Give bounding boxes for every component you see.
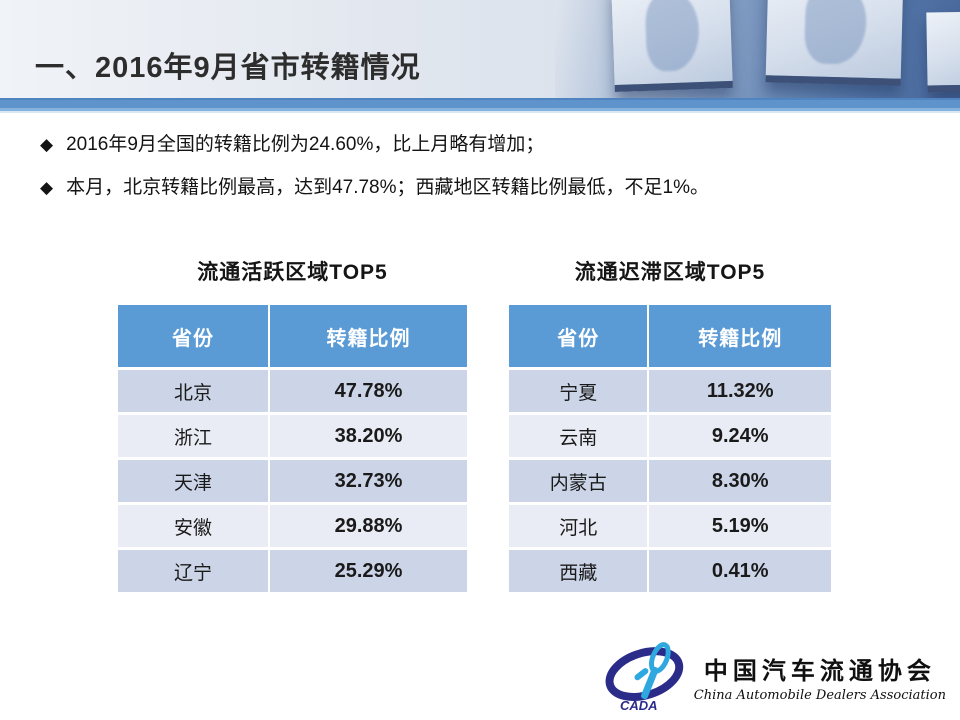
table-cell-ratio: 9.24%	[649, 415, 831, 457]
cube-decoration	[611, 0, 733, 93]
data-table: 省份 转籍比例 北京 47.78% 浙江 38.20% 天津 32.73% 安徽…	[118, 305, 467, 592]
table-title: 流通迟滞区域TOP5	[574, 261, 766, 284]
diamond-bullet-icon: ◆	[40, 135, 54, 154]
table-cell-ratio: 11.32%	[649, 370, 831, 412]
header-accent-bar	[0, 98, 960, 113]
table-cell-ratio: 5.19%	[649, 505, 831, 547]
table-cell-province: 内蒙古	[509, 460, 648, 502]
table-cell-province: 北京	[118, 370, 269, 412]
bullet-text: 本月，北京转籍比例最高，达到47.78%；西藏地区转籍比例最低，不足1%。	[66, 176, 709, 198]
table-cell-province: 河北	[509, 505, 648, 547]
table-cell-ratio: 0.41%	[649, 550, 831, 592]
table-cell-ratio: 25.29%	[270, 550, 467, 592]
column-header-province: 省份	[509, 305, 648, 367]
diamond-bullet-icon: ◆	[40, 177, 54, 197]
column-header-ratio: 转籍比例	[270, 305, 467, 367]
table-cell-ratio: 29.88%	[270, 505, 467, 547]
bullet-item: ◆ 本月，北京转籍比例最高，达到47.78%；西藏地区转籍比例最低，不足1%。	[40, 175, 930, 201]
table-cell-province: 天津	[118, 460, 269, 502]
cada-logo-icon: CADA	[605, 642, 683, 713]
logo-name-chinese: 中国汽车流通协会	[703, 656, 936, 685]
logo-text: 中国汽车流通协会 China Automobile Dealers Associ…	[694, 651, 946, 703]
table-cell-province: 安徽	[118, 505, 269, 547]
table-cell-ratio: 32.73%	[270, 460, 467, 502]
data-table: 省份 转籍比例 宁夏 11.32% 云南 9.24% 内蒙古 8.30% 河北 …	[509, 305, 831, 592]
column-header-ratio: 转籍比例	[649, 305, 831, 367]
bullet-text: 2016年9月全国的转籍比例为24.60%，比上月略有增加；	[66, 134, 545, 155]
bullet-list: ◆ 2016年9月全国的转籍比例为24.60%，比上月略有增加； ◆ 本月，北京…	[40, 132, 930, 217]
table-active-regions: 流通活跃区域TOP5 省份 转籍比例 北京 47.78% 浙江 38.20% 天…	[118, 256, 467, 592]
cada-acronym: CADA	[620, 698, 658, 713]
world-map-texture	[644, 0, 701, 72]
logo-name-english: China Automobile Dealers Association	[693, 688, 946, 703]
column-header-province: 省份	[118, 305, 269, 367]
table-cell-ratio: 38.20%	[270, 415, 467, 457]
table-cell-province: 辽宁	[118, 550, 269, 592]
table-title: 流通活跃区域TOP5	[197, 261, 388, 284]
cube-decoration	[926, 11, 960, 93]
table-cell-province: 西藏	[509, 550, 648, 592]
table-cell-ratio: 8.30%	[649, 460, 831, 502]
cube-decoration	[765, 0, 904, 86]
table-sluggish-regions: 流通迟滞区域TOP5 省份 转籍比例 宁夏 11.32% 云南 9.24% 内蒙…	[509, 256, 831, 592]
page-title: 一、2016年9月省市转籍情况	[35, 52, 421, 84]
header-cubes-decoration	[555, 0, 960, 98]
table-cell-province: 浙江	[118, 415, 269, 457]
bullet-item: ◆ 2016年9月全国的转籍比例为24.60%，比上月略有增加；	[40, 132, 930, 158]
table-cell-province: 宁夏	[509, 370, 648, 412]
table-cell-province: 云南	[509, 415, 648, 457]
cada-logo: CADA 中国汽车流通协会 China Automobile Dealers A…	[602, 640, 946, 714]
slide-header: 一、2016年9月省市转籍情况	[0, 0, 960, 98]
table-cell-ratio: 47.78%	[270, 370, 467, 412]
world-map-texture	[803, 0, 867, 66]
